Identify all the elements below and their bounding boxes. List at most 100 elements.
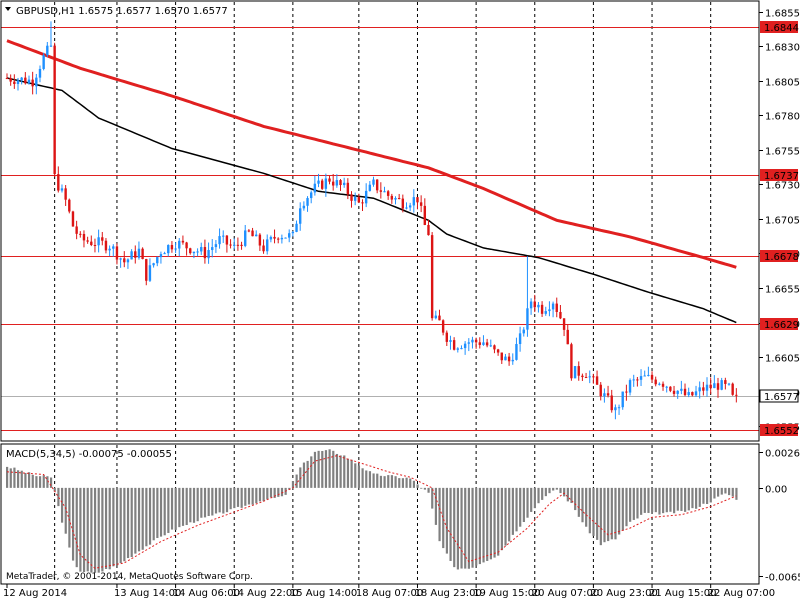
level-tag-2-label: 1.6678: [764, 252, 799, 263]
candle-body-150: [555, 303, 558, 312]
candle-body-34: [130, 251, 133, 260]
macd-bar-35: [134, 487, 137, 554]
candle-body-126: [467, 342, 470, 344]
macd-bar-131: [486, 487, 489, 561]
candle-body-21: [82, 233, 86, 241]
macd-bar-161: [596, 487, 599, 540]
macd-bar-117: [434, 487, 438, 525]
macd-bar-147: [544, 487, 547, 497]
candle-body-50: [189, 248, 192, 254]
macd-bar-4: [20, 470, 23, 488]
macd-bar-195: [720, 487, 723, 495]
macd-bar-142: [526, 487, 529, 518]
macd-bar-186: [687, 487, 690, 511]
time-label-5: 18 Aug 07:00: [356, 588, 423, 599]
macd-tick-label-0: 0.00269: [765, 449, 800, 460]
candle-body-116: [430, 235, 434, 319]
macd-bar-143: [530, 487, 533, 512]
macd-bar-160: [592, 487, 595, 536]
candle-body-128: [474, 339, 478, 343]
macd-bar-154: [570, 487, 573, 504]
candle-body-85: [317, 180, 320, 184]
candle-body-84: [313, 183, 317, 193]
candle-body-140: [518, 333, 522, 345]
macd-bar-61: [229, 487, 232, 510]
macd-bar-182: [673, 487, 676, 514]
macd-bar-105: [390, 475, 394, 488]
candles: [5, 21, 738, 420]
candle-body-14: [57, 174, 60, 191]
macd-bar-60: [225, 487, 229, 513]
macd-bar-191: [706, 487, 709, 504]
macd-bar-169: [625, 487, 628, 527]
candle-body-72: [269, 236, 273, 240]
macd-bar-1: [9, 468, 12, 488]
candle-body-77: [288, 233, 291, 238]
macd-bar-196: [724, 487, 727, 494]
candle-body-10: [42, 55, 45, 69]
macd-bar-11: [46, 476, 49, 488]
macd-bar-132: [489, 487, 492, 560]
candle-body-130: [482, 342, 485, 345]
macd-bar-19: [75, 487, 78, 568]
macd-bar-13: [53, 487, 56, 492]
candle-body-62: [233, 244, 236, 246]
macd-bar-94: [350, 459, 353, 488]
candle-body-7: [31, 79, 34, 87]
macd-bar-129: [478, 487, 481, 565]
candle-body-95: [353, 196, 357, 201]
macd-bar-37: [141, 487, 144, 550]
macd-bar-189: [698, 487, 701, 507]
candle-body-148: [548, 309, 551, 312]
macd-bar-48: [181, 487, 185, 526]
moving-averages: [6, 39, 737, 324]
macd-bar-178: [658, 487, 661, 515]
macd-bar-110: [409, 478, 412, 488]
macd-bar-59: [222, 487, 225, 514]
macd-bar-27: [104, 487, 108, 570]
macd-bar-90: [335, 453, 339, 488]
macd-bar-156: [577, 487, 580, 517]
macd-bar-164: [607, 487, 610, 542]
macd-bar-185: [684, 487, 687, 512]
candle-body-43: [163, 253, 166, 255]
macd-bar-176: [651, 487, 654, 513]
candle-body-108: [401, 198, 405, 209]
macd-bar-14: [57, 487, 60, 507]
candle-body-149: [551, 303, 555, 310]
macd-bar-180: [665, 487, 668, 513]
macd-bar-125: [464, 487, 467, 569]
macd-window-frame: [0, 443, 760, 585]
candle-body-17: [68, 199, 71, 212]
candle-body-158: [584, 377, 588, 379]
candle-body-92: [342, 182, 346, 186]
candle-body-32: [123, 258, 126, 263]
macd-bar-194: [717, 487, 720, 497]
candle-body-91: [339, 180, 342, 186]
macd-bar-141: [522, 487, 525, 523]
candle-body-97: [361, 202, 364, 204]
macd-bar-136: [504, 487, 507, 546]
candle-body-13: [53, 45, 56, 175]
macd-bar-106: [394, 476, 397, 488]
time-label-1: 13 Aug 14:00: [114, 588, 181, 599]
candle-body-38: [145, 259, 148, 281]
macd-bar-102: [379, 475, 383, 488]
time-label-9: 20 Aug 23:00: [590, 588, 657, 599]
candle-body-174: [643, 375, 646, 377]
price-tick-label-3: 1.6780: [765, 112, 800, 123]
dropdown-triangle-icon[interactable]: [5, 7, 11, 11]
candle-body-46: [174, 248, 177, 250]
time-label-4: 15 Aug 14:00: [290, 588, 357, 599]
macd-bar-158: [585, 487, 588, 527]
candle-body-39: [148, 265, 152, 281]
candle-body-192: [709, 384, 712, 389]
candle-body-20: [79, 233, 82, 235]
candle-body-71: [266, 239, 269, 252]
macd-bar-20: [79, 487, 82, 572]
candle-body-1: [9, 78, 12, 82]
macd-bar-115: [427, 487, 430, 493]
macd-bar-93: [346, 458, 350, 488]
macd-bar-0: [6, 466, 9, 488]
